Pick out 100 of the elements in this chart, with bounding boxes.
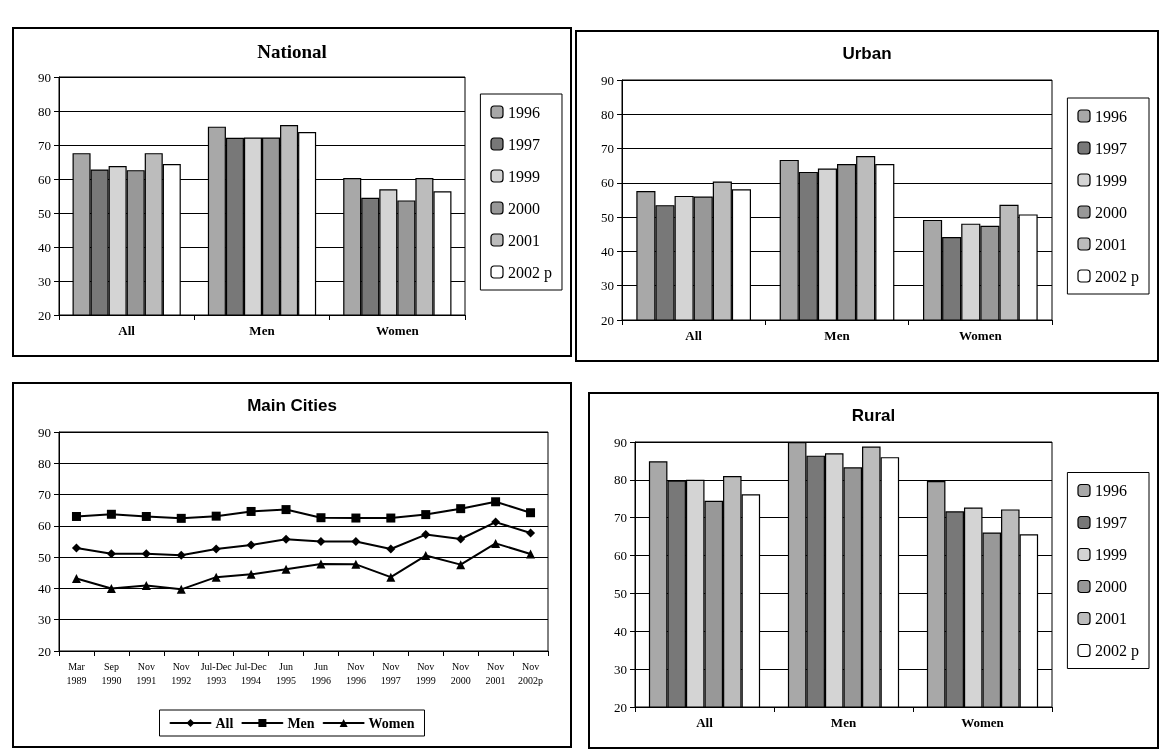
x-tick-label: Men (249, 322, 276, 338)
x-tick-label: Women (959, 327, 1003, 343)
y-tick-label: 70 (601, 141, 614, 157)
legend-label: 1996 (508, 103, 540, 121)
chart-title: National (257, 41, 327, 62)
legend-label: 1999 (1095, 546, 1127, 563)
x-tick-label: All (696, 714, 714, 730)
x-tick-label: Jun 1995 (276, 660, 297, 686)
y-tick-label: 50 (38, 549, 51, 565)
point (176, 550, 186, 560)
y-tick-label: 30 (38, 273, 51, 289)
point (456, 534, 466, 544)
point (176, 584, 186, 594)
point (71, 543, 81, 553)
y-tick-label: 70 (614, 510, 627, 526)
legend-label: 1996 (1095, 107, 1127, 125)
y-tick-label: 30 (601, 278, 614, 294)
x-tick-label: Nov 1999 (415, 660, 436, 686)
x-tick-label: Men (830, 714, 857, 730)
y-tick-label: 80 (601, 106, 614, 122)
point (386, 572, 396, 582)
point (456, 560, 466, 570)
x-tick-label: Sep 1990 (101, 660, 122, 686)
y-tick-label: 20 (601, 312, 614, 328)
y-tick-label: 50 (38, 205, 51, 221)
legend-label: 1997 (508, 135, 540, 153)
point (71, 573, 81, 583)
x-tick-label: Nov 1996 (345, 660, 366, 686)
y-tick-label: 20 (38, 643, 51, 659)
point (421, 530, 431, 540)
chart-title: Urban (842, 44, 892, 63)
x-tick-label: Women (961, 714, 1005, 730)
legend-label: 2001 (1095, 610, 1127, 627)
point (316, 537, 326, 546)
y-tick-label: 20 (614, 699, 627, 715)
legend-label: 2000 (1095, 203, 1127, 221)
legend-label: 1999 (508, 167, 540, 185)
point (141, 549, 151, 559)
point (386, 513, 396, 523)
y-tick-label: 70 (38, 137, 51, 153)
x-tick-label: All (118, 322, 136, 338)
legend-label: 1997 (1095, 514, 1127, 531)
point (351, 513, 361, 523)
y-tick-label: 50 (614, 585, 627, 601)
y-tick-label: 40 (601, 243, 614, 259)
x-tick-label: Mar 1989 (66, 660, 87, 686)
point (246, 569, 256, 579)
point (281, 534, 291, 544)
point (456, 504, 466, 514)
x-tick-label: Nov 1992 (171, 660, 192, 686)
y-tick-label: 40 (38, 239, 51, 255)
point (526, 528, 536, 538)
point (211, 511, 221, 521)
x-tick-label: Nov 2000 (450, 660, 471, 686)
x-tick-label: Jul-Dec 1993 (200, 660, 233, 686)
legend-label: 2002 p (508, 263, 552, 282)
y-tick-label: 90 (38, 424, 51, 440)
y-tick-label: 60 (601, 175, 614, 191)
y-tick-label: 50 (601, 209, 614, 225)
point (246, 506, 256, 516)
point (141, 511, 151, 521)
point (141, 581, 151, 591)
legend-label: 2001 (1095, 235, 1127, 253)
x-tick-label: Jul-Dec 1994 (235, 660, 268, 686)
x-tick-label: Jun 1996 (310, 660, 331, 686)
chart-title: Rural (851, 406, 896, 425)
y-tick-label: 80 (38, 455, 51, 471)
point (491, 497, 501, 507)
y-tick-label: 40 (38, 580, 51, 596)
point (281, 564, 291, 574)
x-tick-label: Men (824, 327, 851, 343)
point (176, 513, 186, 523)
point (316, 559, 326, 569)
x-tick-label: Nov 2002p (518, 660, 544, 686)
y-tick-label: 60 (614, 548, 627, 564)
y-tick-label: 20 (38, 307, 51, 323)
point (526, 508, 536, 518)
y-tick-label: 60 (38, 518, 51, 534)
x-tick-label: Women (376, 322, 420, 338)
y-tick-label: 80 (38, 103, 51, 119)
legend-label: 2002 p (1095, 267, 1139, 286)
point (421, 510, 431, 520)
legend-label: 1996 (1095, 482, 1127, 499)
point (316, 513, 326, 523)
point (491, 538, 501, 548)
y-tick-label: 90 (38, 69, 51, 85)
legend-label: 2001 (508, 231, 540, 249)
y-tick-label: 30 (614, 661, 627, 677)
x-tick-label: All (685, 327, 703, 343)
y-tick-label: 80 (614, 472, 627, 488)
y-tick-label: 90 (614, 434, 627, 450)
point (246, 540, 256, 550)
point (211, 544, 221, 554)
point (526, 549, 536, 559)
point (351, 559, 361, 569)
point (491, 517, 501, 527)
point (106, 583, 116, 593)
y-tick-label: 70 (38, 487, 51, 503)
point (386, 544, 396, 554)
point (351, 537, 361, 546)
